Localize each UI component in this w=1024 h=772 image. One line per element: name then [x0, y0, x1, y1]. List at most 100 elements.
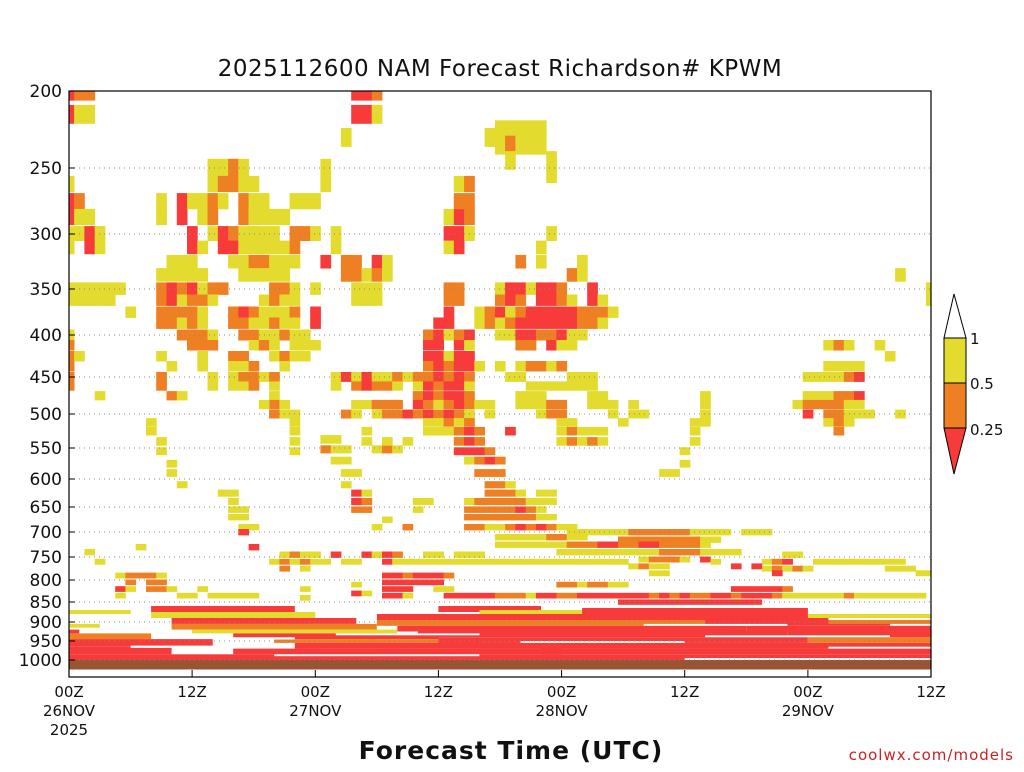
heatmap-cell	[802, 592, 814, 599]
heatmap-cell	[423, 551, 434, 558]
heatmap-cell	[587, 558, 598, 565]
heatmap-cell	[392, 409, 403, 419]
heatmap-cell	[535, 240, 547, 255]
heatmap-cell	[197, 340, 208, 351]
y-tick-label: 700	[30, 523, 62, 543]
heatmap-cell	[659, 541, 670, 548]
heatmap-cell	[166, 586, 178, 592]
heatmap-cell	[679, 549, 691, 556]
heatmap-cell	[484, 506, 496, 513]
heatmap-cell	[515, 534, 527, 541]
heatmap-cell	[474, 498, 485, 506]
x-tick-label: 12Z	[670, 683, 699, 701]
heatmap-cell	[515, 399, 527, 410]
heatmap-cell	[679, 459, 691, 468]
heatmap-cell	[176, 294, 188, 306]
heatmap-cell	[710, 549, 722, 556]
heatmap-cell	[505, 426, 516, 436]
heatmap-band	[376, 620, 726, 626]
heatmap-cell	[525, 317, 537, 329]
heatmap-cell	[823, 592, 834, 599]
heatmap-band	[192, 629, 398, 634]
heatmap-cell	[248, 329, 260, 341]
heatmap-cell	[546, 361, 557, 372]
heatmap-cell	[689, 437, 701, 446]
heatmap-cell	[556, 361, 568, 372]
heatmap-cell	[289, 306, 301, 318]
heatmap-cell	[484, 128, 496, 147]
heatmap-cell	[464, 456, 475, 465]
heatmap-cell	[340, 268, 352, 282]
heatmap-cell	[279, 240, 291, 255]
heatmap-cell	[402, 586, 414, 592]
heatmap-cell	[546, 514, 557, 521]
heatmap-cell	[340, 456, 352, 465]
heatmap-band	[459, 642, 931, 649]
heatmap-band	[397, 625, 747, 632]
legend-swatch-yellow	[943, 337, 967, 384]
heatmap-cell	[94, 558, 106, 565]
heatmap-cell	[782, 592, 793, 599]
heatmap-cell	[833, 592, 845, 599]
heatmap-cell	[566, 529, 578, 536]
heatmap-cell	[238, 529, 249, 536]
heatmap-cell	[659, 556, 670, 563]
heatmap-cell	[577, 581, 588, 588]
heatmap-cell	[515, 294, 527, 306]
heatmap-cell	[392, 572, 403, 579]
heatmap-cell	[730, 563, 742, 570]
heatmap-cell	[577, 381, 588, 391]
heatmap-cell	[782, 565, 793, 572]
heatmap-cell	[187, 294, 198, 306]
heatmap-cell	[494, 294, 506, 306]
heatmap-cell	[289, 240, 301, 255]
heatmap-cell	[238, 592, 249, 599]
heatmap-cell	[207, 158, 219, 177]
heatmap-cell	[546, 541, 557, 548]
heatmap-cell	[833, 391, 845, 401]
heatmap-cell	[433, 340, 444, 351]
heatmap-cell	[484, 558, 496, 565]
heatmap-cell	[443, 391, 455, 401]
heatmap-cell	[238, 208, 249, 226]
heatmap-cell	[228, 592, 239, 599]
heatmap-cell	[433, 391, 444, 401]
heatmap-cell	[69, 175, 75, 193]
heatmap-cell	[361, 498, 373, 506]
heatmap-cell	[176, 306, 188, 318]
heatmap-cell	[443, 381, 455, 391]
heatmap-cell	[494, 317, 506, 329]
heatmap-cell	[443, 409, 455, 419]
heatmap-cell	[207, 282, 219, 295]
heatmap-cell	[854, 592, 865, 599]
heatmap-cell	[474, 306, 485, 318]
heatmap-cell	[515, 254, 527, 269]
heatmap-cell	[843, 361, 855, 372]
heatmap-cell	[382, 381, 393, 391]
heatmap-cell	[443, 240, 455, 255]
heatmap-cell	[597, 306, 609, 318]
heatmap-cell	[638, 536, 650, 543]
heatmap-cell	[197, 282, 208, 295]
heatmap-cell	[474, 551, 485, 558]
band-gap	[274, 654, 480, 657]
heatmap-cell	[474, 558, 485, 565]
heatmap-cell	[217, 282, 229, 295]
heatmap-cell	[566, 268, 578, 282]
heatmap-cell	[412, 399, 424, 410]
heatmap-cell	[289, 254, 301, 269]
heatmap-cell	[535, 558, 547, 565]
heatmap-cell	[207, 372, 219, 382]
heatmap-cell	[289, 340, 301, 351]
heatmap-cell	[587, 282, 598, 295]
y-tick-label: 200	[30, 82, 62, 102]
heatmap-cell	[628, 563, 639, 570]
heatmap-cell	[741, 529, 752, 536]
heatmap-cell	[802, 565, 814, 572]
heatmap-cell	[505, 534, 516, 541]
heatmap-cell	[484, 498, 496, 506]
heatmap-cell	[453, 208, 465, 226]
heatmap-cell	[895, 565, 906, 572]
heatmap-cell	[464, 447, 475, 456]
heatmap-cell	[823, 558, 834, 565]
